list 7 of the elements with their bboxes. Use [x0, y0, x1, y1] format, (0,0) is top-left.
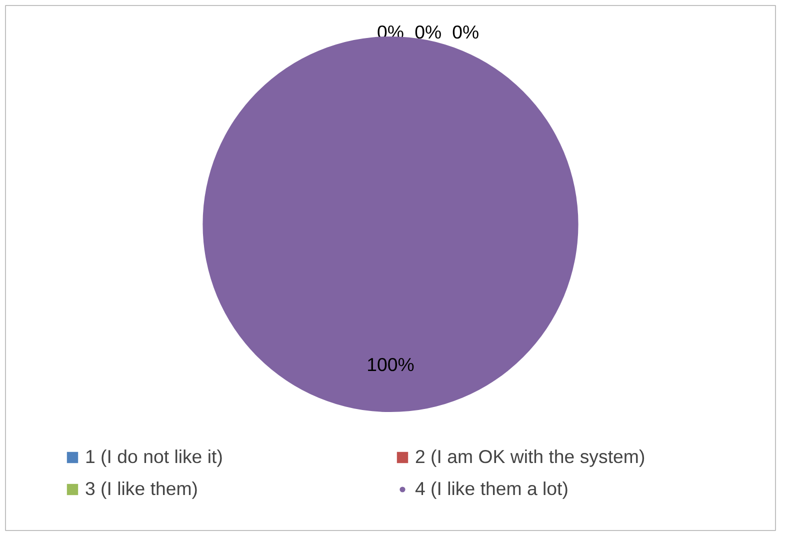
- text: 0%: [414, 21, 442, 42]
- text: 0%: [452, 21, 480, 42]
- legend-label: 3 (I like them): [85, 478, 200, 500]
- legend-label: 2 (I am OK with the system): [415, 446, 646, 468]
- legend-label: 1 (I do not like it): [85, 446, 224, 468]
- legend-label: 4 (I like them a lot): [415, 478, 570, 500]
- data-label: 100%: [366, 354, 414, 375]
